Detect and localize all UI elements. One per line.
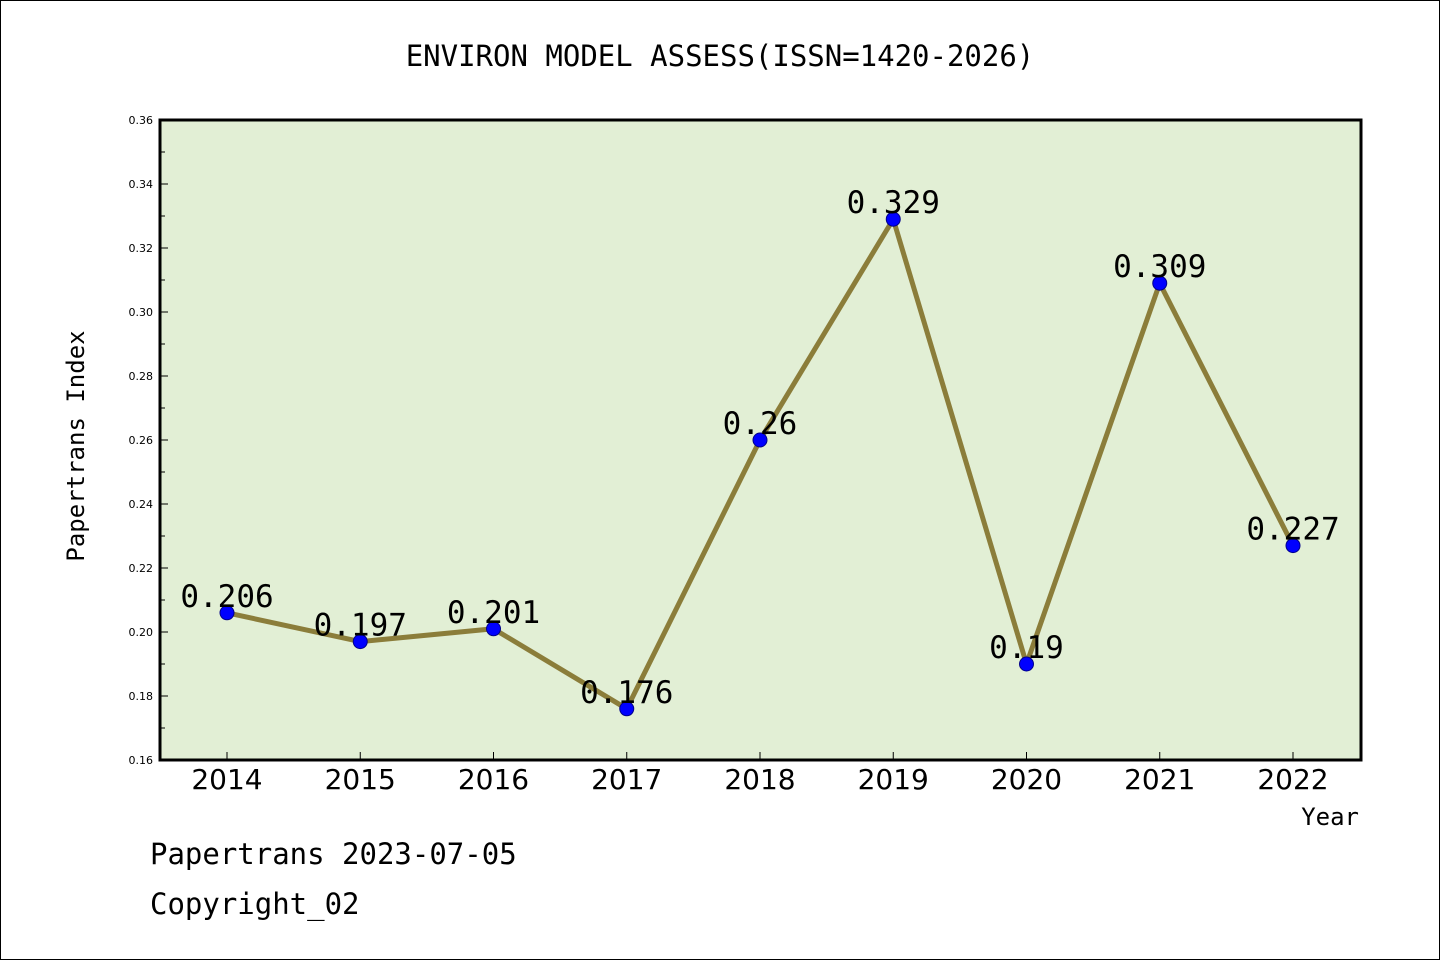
x-axis: 2014 2015 2016 2017 2018 2019 2020 2021 2022 <box>191 752 1329 796</box>
data-point <box>219 605 235 621</box>
data-label: 0.26 <box>723 406 798 442</box>
y-tick-label: 0.18 <box>129 690 154 703</box>
data-label: 0.19 <box>989 630 1064 666</box>
y-tick-label: 0.28 <box>129 370 154 383</box>
y-tick-label: 0.20 <box>129 626 154 639</box>
y-tick-label: 0.22 <box>129 562 154 575</box>
footer-copyright: Copyright_02 <box>150 887 360 922</box>
data-labels: 0.206 0.197 0.201 0.176 0.26 0.329 0.19 0.309 0.… <box>180 185 1339 711</box>
y-tick-label: 0.16 <box>129 754 154 767</box>
y-axis: 0.16 0.18 0.20 0.22 0.24 0.26 0.28 0.30 0.32 0.34… <box>129 114 168 767</box>
x-tick-label: 2019 <box>858 763 929 796</box>
y-tick-label: 0.26 <box>129 434 154 447</box>
data-point <box>486 621 501 637</box>
x-tick-label: 2015 <box>325 763 396 796</box>
data-label: 0.197 <box>314 608 407 644</box>
data-label: 0.227 <box>1246 512 1339 548</box>
x-tick-label: 2014 <box>191 763 262 796</box>
y-tick-label: 0.32 <box>129 242 154 255</box>
data-point <box>752 432 768 448</box>
data-point <box>352 634 368 650</box>
footer-date: Papertrans 2023-07-05 <box>150 837 517 871</box>
x-tick-label: 2021 <box>1124 763 1195 796</box>
y-tick-label: 0.24 <box>129 498 154 511</box>
y-tick-label: 0.30 <box>129 306 154 319</box>
x-tick-label: 2018 <box>724 763 795 796</box>
data-label: 0.206 <box>180 579 273 615</box>
data-point <box>619 701 635 717</box>
data-label: 0.329 <box>847 185 940 221</box>
data-point <box>1152 275 1168 291</box>
data-label: 0.176 <box>580 675 673 711</box>
x-axis-label: Year <box>1301 803 1359 831</box>
y-tick-label: 0.34 <box>129 178 154 191</box>
x-tick-label: 2017 <box>591 763 662 796</box>
y-axis-label: Papertrans Index <box>62 330 90 561</box>
y-tick-label: 0.36 <box>129 114 154 127</box>
data-points <box>219 211 1301 717</box>
data-label: 0.201 <box>447 595 540 631</box>
chart-title: ENVIRON MODEL ASSESS(ISSN=1420-2026) <box>406 39 1035 73</box>
x-tick-label: 2022 <box>1257 763 1328 796</box>
data-point <box>885 211 901 227</box>
data-label: 0.309 <box>1113 249 1206 285</box>
data-point <box>1019 656 1034 672</box>
x-tick-label: 2020 <box>991 763 1062 796</box>
x-tick-label: 2016 <box>458 763 529 796</box>
data-point <box>1285 538 1301 554</box>
